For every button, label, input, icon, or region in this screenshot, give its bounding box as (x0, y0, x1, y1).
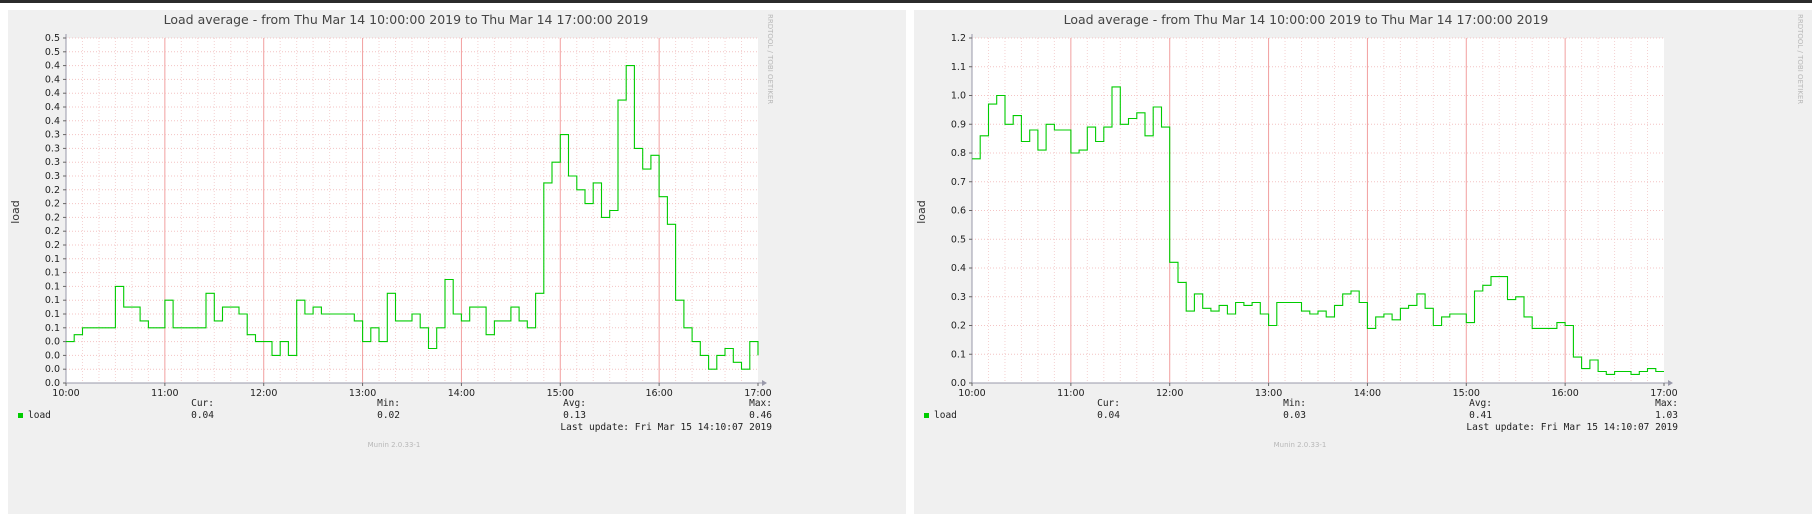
load-graph-panel-right: Load average - from Thu Mar 14 10:00:00 … (914, 10, 1812, 514)
y-tick-label: 0.6 (951, 206, 966, 217)
x-tick-label: 11:00 (1057, 388, 1084, 399)
legend-cur-value: 0.04 (191, 410, 214, 421)
y-tick-label: 0.1 (45, 281, 60, 292)
y-tick-label: 0.1 (45, 254, 60, 265)
y-tick-label: 0.2 (45, 212, 60, 223)
watermark: RRDTOOL / TOBI OETIKER (766, 14, 774, 104)
y-axis-label: load (9, 200, 22, 224)
x-axis-arrow (762, 380, 767, 386)
y-tick-label: 0.4 (45, 74, 60, 85)
y-tick-label: 0.2 (45, 199, 60, 210)
legend-min-value: 0.03 (1283, 410, 1306, 421)
x-tick-label: 13:00 (349, 388, 376, 399)
y-tick-label: 0.2 (45, 226, 60, 237)
chart-title: Load average - from Thu Mar 14 10:00:00 … (164, 12, 649, 27)
y-tick-label: 0.5 (45, 47, 60, 58)
x-tick-label: 12:00 (250, 388, 277, 399)
y-tick-label: 1.2 (951, 33, 966, 44)
legend-max-label: Max: (749, 398, 772, 409)
y-tick-label: 0.1 (45, 323, 60, 334)
legend-min-label: Min: (1283, 398, 1306, 409)
legend-avg-value: 0.41 (1469, 410, 1492, 421)
load-chart-left: Load average - from Thu Mar 14 10:00:00 … (9, 12, 774, 449)
y-tick-label: 0.8 (951, 148, 966, 159)
x-axis-arrow (1668, 380, 1673, 386)
y-tick-label: 0.3 (951, 292, 966, 303)
series-line-load (972, 86, 1664, 375)
x-tick-label: 15:00 (547, 388, 574, 399)
y-tick-label: 0.4 (45, 116, 60, 127)
x-tick-label: 17:00 (744, 388, 771, 399)
watermark: RRDTOOL / TOBI OETIKER (1796, 14, 1804, 104)
y-tick-label: 0.1 (45, 268, 60, 279)
y-axis-label: load (915, 200, 928, 224)
y-tick-label: 0.9 (951, 119, 966, 130)
legend-max-value: 0.46 (749, 410, 772, 421)
x-tick-label: 16:00 (645, 388, 672, 399)
x-tick-label: 12:00 (1156, 388, 1183, 399)
y-tick-label: 0.4 (45, 61, 60, 72)
last-update: Last update: Fri Mar 15 14:10:07 2019 (560, 422, 772, 433)
legend-max-label: Max: (1655, 398, 1678, 409)
y-tick-label: 0.4 (45, 88, 60, 99)
y-tick-label: 0.3 (45, 171, 60, 182)
x-tick-label: 10:00 (958, 388, 985, 399)
y-tick-label: 0.2 (45, 240, 60, 251)
y-tick-label: 0.5 (951, 234, 966, 245)
y-tick-label: 0.0 (45, 337, 60, 348)
y-tick-label: 0.5 (45, 33, 60, 44)
series-line-load (66, 65, 759, 370)
y-tick-label: 0.1 (45, 295, 60, 306)
y-tick-label: 0.0 (45, 378, 60, 389)
chart-title: Load average - from Thu Mar 14 10:00:00 … (1064, 12, 1549, 27)
munin-version: Munin 2.0.33-1 (1274, 441, 1327, 449)
x-tick-label: 17:00 (1650, 388, 1677, 399)
x-tick-label: 14:00 (1354, 388, 1381, 399)
y-tick-label: 0.3 (45, 130, 60, 141)
y-tick-label: 0.7 (951, 177, 966, 188)
y-tick-label: 0.1 (951, 349, 966, 360)
legend-avg-label: Avg: (563, 398, 586, 409)
legend-label: load (934, 410, 957, 421)
y-tick-label: 0.4 (951, 263, 966, 274)
x-tick-label: 11:00 (151, 388, 178, 399)
x-tick-label: 13:00 (1255, 388, 1282, 399)
legend-avg-value: 0.13 (563, 410, 586, 421)
y-tick-label: 0.0 (45, 350, 60, 361)
y-tick-label: 0.2 (951, 321, 966, 332)
legend-max-value: 1.03 (1655, 410, 1678, 421)
top-border (0, 0, 1812, 3)
load-graph-panel-left: Load average - from Thu Mar 14 10:00:00 … (8, 10, 906, 514)
legend-cur-label: Cur: (1097, 398, 1120, 409)
y-tick-label: 1.0 (951, 91, 966, 102)
y-tick-label: 0.1 (45, 309, 60, 320)
munin-version: Munin 2.0.33-1 (368, 441, 421, 449)
legend-cur-label: Cur: (191, 398, 214, 409)
legend-min-value: 0.02 (377, 410, 400, 421)
y-tick-label: 0.3 (45, 143, 60, 154)
legend-swatch (924, 413, 929, 418)
x-tick-label: 16:00 (1551, 388, 1578, 399)
x-tick-label: 15:00 (1453, 388, 1480, 399)
legend-avg-label: Avg: (1469, 398, 1492, 409)
x-tick-label: 14:00 (448, 388, 475, 399)
last-update: Last update: Fri Mar 15 14:10:07 2019 (1466, 422, 1678, 433)
y-tick-label: 0.3 (45, 157, 60, 168)
load-chart-right: Load average - from Thu Mar 14 10:00:00 … (915, 12, 1804, 449)
y-tick-label: 0.2 (45, 185, 60, 196)
y-tick-label: 1.1 (951, 62, 966, 73)
x-tick-label: 10:00 (52, 388, 79, 399)
y-tick-label: 0.4 (45, 102, 60, 113)
legend-label: load (28, 410, 51, 421)
y-tick-label: 0.0 (951, 378, 966, 389)
y-tick-label: 0.0 (45, 364, 60, 375)
legend-swatch (18, 413, 23, 418)
legend-min-label: Min: (377, 398, 400, 409)
legend-cur-value: 0.04 (1097, 410, 1120, 421)
